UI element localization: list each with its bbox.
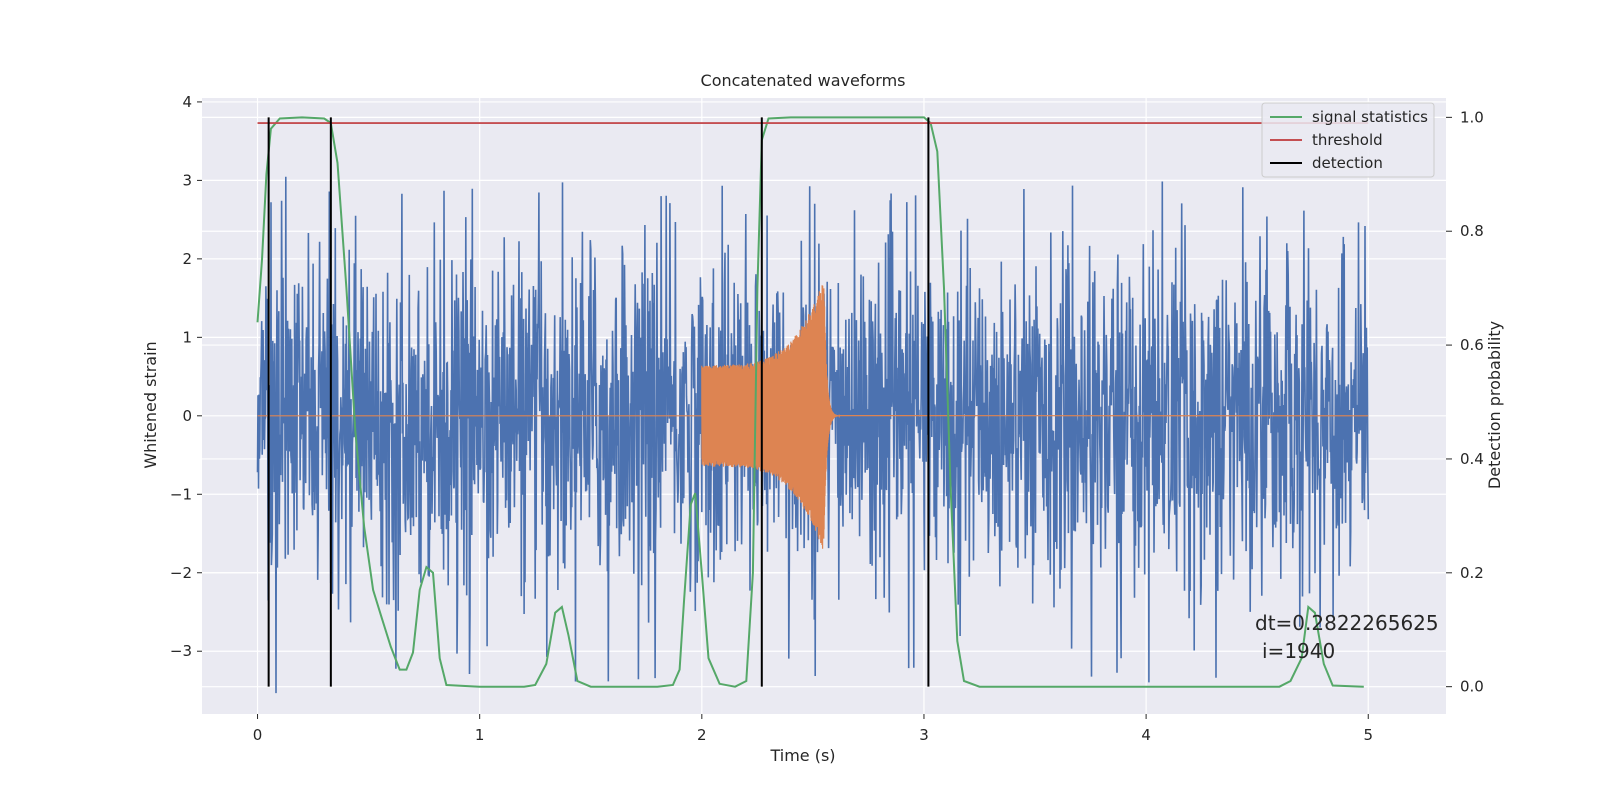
y-tick-label: −1 [170, 485, 192, 503]
y-right-tick-label: 0.2 [1460, 564, 1484, 582]
x-tick-label: 3 [919, 726, 929, 744]
y-right-tick-label: 1.0 [1460, 108, 1484, 126]
legend-label-statistic: signal statistics [1312, 108, 1428, 126]
y-right-tick-label: 0.4 [1460, 450, 1484, 468]
y-right-tick-label: 0.6 [1460, 336, 1484, 354]
grid [202, 98, 1446, 714]
y-tick-label: 0 [182, 407, 192, 425]
x-axis-label: Time (s) [769, 746, 835, 765]
y-axis-label-right: Detection probability [1485, 321, 1504, 489]
y-right-tick-label: 0.8 [1460, 222, 1484, 240]
y-right-tick-label: 0.0 [1460, 678, 1484, 696]
y-tick-label: −3 [170, 642, 192, 660]
legend: signal statistics threshold detection [1261, 102, 1435, 178]
injection-series [257, 285, 1369, 549]
signal-statistics-line [256, 116, 1364, 688]
y-tick-label: 4 [182, 93, 192, 111]
axis-ticks: 0 1 2 3 4 5 −3 −2 −1 0 1 2 3 4 0.0 0.2 0.4 0.6 0.8 1.0 [170, 93, 1484, 744]
y-tick-label: 3 [182, 171, 192, 189]
chart-title: Concatenated waveforms [701, 71, 906, 90]
y-tick-label: −2 [170, 564, 192, 582]
y-tick-label: 1 [182, 328, 192, 346]
y-tick-label: 2 [182, 250, 192, 268]
legend-label-detection: detection [1312, 154, 1383, 172]
x-tick-label: 1 [475, 726, 485, 744]
detection-series [267, 117, 930, 687]
x-tick-label: 2 [697, 726, 707, 744]
legend-box [1261, 102, 1435, 178]
x-tick-label: 4 [1141, 726, 1151, 744]
legend-label-threshold: threshold [1312, 131, 1383, 149]
x-tick-label: 5 [1363, 726, 1373, 744]
x-tick-label: 0 [253, 726, 263, 744]
annotation-index: i=1940 [1262, 639, 1335, 663]
y-axis-label: Whitened strain [141, 341, 160, 468]
annotation-dt: dt=0.2822265625 [1255, 611, 1439, 635]
statistic-series [256, 116, 1364, 688]
injection-line [257, 285, 1369, 549]
